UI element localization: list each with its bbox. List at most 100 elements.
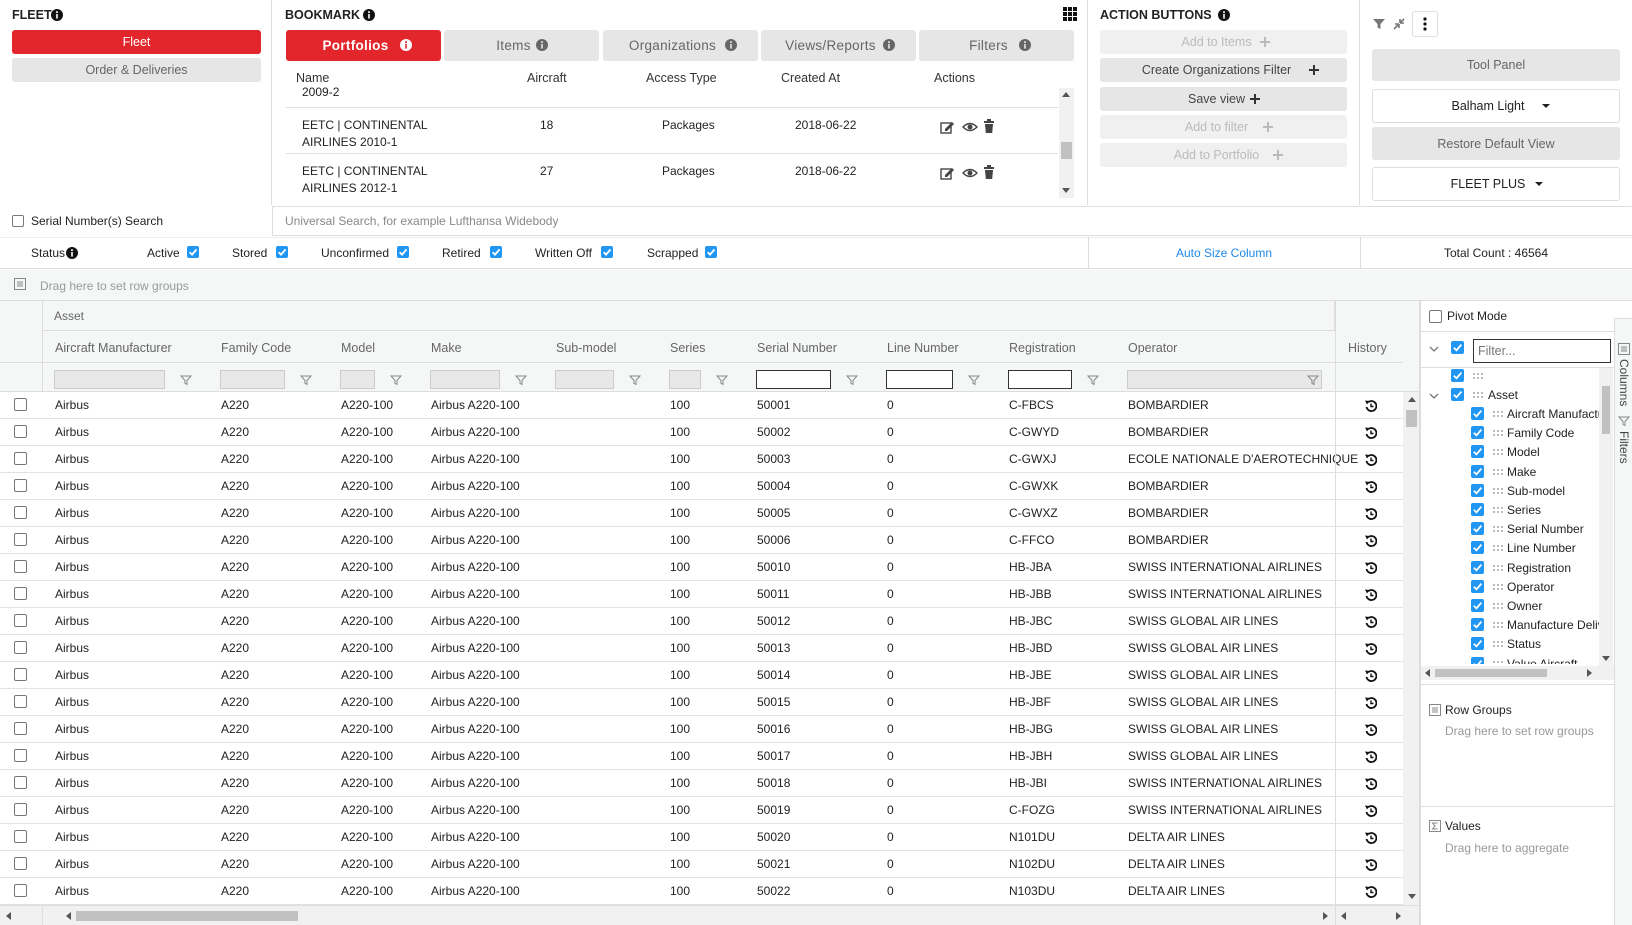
column-header[interactable]: Aircraft Manufacturer <box>55 341 172 355</box>
side-button[interactable]: FLEET PLUS <box>1372 167 1620 201</box>
tree-item[interactable]: Line Number <box>1507 541 1576 556</box>
edit-icon[interactable] <box>940 166 955 180</box>
filter-input[interactable] <box>340 370 375 389</box>
filter-icon[interactable] <box>968 374 980 386</box>
action-button[interactable]: Create Organizations Filter <box>1100 58 1347 82</box>
scroll-left[interactable] <box>5 912 12 920</box>
filter-icon[interactable] <box>846 374 858 386</box>
history-icon[interactable] <box>1364 669 1377 682</box>
side-tab-label[interactable]: Filters <box>1617 431 1631 464</box>
side-tab[interactable]: Filters <box>1617 415 1631 485</box>
history-icon[interactable] <box>1364 615 1377 628</box>
checkbox[interactable] <box>14 425 27 438</box>
filter-input[interactable] <box>1127 370 1322 389</box>
history-icon[interactable] <box>1364 642 1377 655</box>
checkbox[interactable] <box>1429 310 1442 323</box>
checkbox[interactable] <box>1451 341 1464 354</box>
filter-icon[interactable] <box>716 374 728 386</box>
column-header[interactable]: Model <box>341 341 376 355</box>
history-icon[interactable] <box>1364 858 1377 871</box>
side-button[interactable]: Tool Panel <box>1372 49 1620 81</box>
checkbox[interactable] <box>1471 407 1484 420</box>
column-header[interactable]: Serial Number <box>757 341 837 355</box>
tree-item[interactable]: Manufacture Deliv <box>1507 618 1604 633</box>
scroll-right[interactable] <box>1322 912 1329 920</box>
checkbox[interactable] <box>1451 388 1464 401</box>
filter-input[interactable] <box>555 370 614 389</box>
checkbox[interactable] <box>1471 483 1484 497</box>
side-tab[interactable]: Columns <box>1617 343 1631 413</box>
side-button[interactable]: Restore Default View <box>1372 127 1620 160</box>
checkbox[interactable] <box>14 506 27 519</box>
side-button[interactable]: Balham Light <box>1372 89 1620 123</box>
checkbox[interactable] <box>1471 503 1484 516</box>
filter-icon[interactable] <box>515 374 527 386</box>
tree-item[interactable]: Status <box>1507 637 1542 652</box>
checkbox[interactable] <box>490 246 502 258</box>
delete-icon[interactable] <box>983 119 995 133</box>
checkbox[interactable] <box>14 830 27 843</box>
scroll-down[interactable] <box>1408 893 1416 900</box>
filter-input[interactable] <box>886 370 953 389</box>
chevron[interactable] <box>1429 345 1439 353</box>
view-icon[interactable] <box>962 120 978 134</box>
scroll-left[interactable] <box>1424 669 1431 677</box>
tree-item[interactable]: Series <box>1507 503 1542 517</box>
grid-icon[interactable] <box>1063 7 1077 21</box>
history-icon[interactable] <box>1364 534 1377 547</box>
filter-input[interactable] <box>1473 339 1611 363</box>
history-icon[interactable] <box>1364 399 1377 412</box>
checkbox[interactable] <box>1471 560 1484 574</box>
checkbox[interactable] <box>1471 426 1484 440</box>
fleet-button[interactable]: Order & Deliveries <box>12 58 261 82</box>
filter-input[interactable] <box>220 370 285 389</box>
checkbox[interactable] <box>14 587 27 600</box>
tree-item[interactable]: Model <box>1507 445 1540 460</box>
side-tab-label[interactable]: Columns <box>1617 359 1631 407</box>
scroll-right[interactable] <box>1395 912 1402 920</box>
history-icon[interactable] <box>1364 696 1377 709</box>
bookmark-tab[interactable]: Portfolios <box>286 30 441 61</box>
tree-item[interactable]: Family Code <box>1507 426 1575 441</box>
history-icon[interactable] <box>1364 804 1377 817</box>
column-header[interactable]: Operator <box>1128 341 1178 355</box>
tree-item[interactable]: Make <box>1507 464 1537 479</box>
checkbox[interactable] <box>1471 618 1484 632</box>
filter-icon[interactable] <box>1087 374 1099 386</box>
column-header[interactable]: Registration <box>1009 341 1076 355</box>
filter-input[interactable] <box>1008 370 1072 389</box>
checkbox[interactable] <box>1471 579 1484 593</box>
scroll-right[interactable] <box>1586 669 1593 677</box>
checkbox[interactable] <box>14 479 27 492</box>
collapse-icon[interactable] <box>1392 17 1406 31</box>
checkbox[interactable] <box>14 641 27 654</box>
checkbox[interactable] <box>1471 599 1484 612</box>
chevron[interactable] <box>1429 392 1439 400</box>
checkbox[interactable] <box>14 452 27 465</box>
filter-icon[interactable] <box>390 374 402 386</box>
history-icon[interactable] <box>1364 885 1377 898</box>
checkbox[interactable] <box>14 398 27 411</box>
scroll-down[interactable] <box>1602 655 1610 662</box>
checkbox[interactable] <box>187 246 199 258</box>
checkbox[interactable] <box>397 246 409 258</box>
history-icon[interactable] <box>1364 777 1377 790</box>
delete-icon[interactable] <box>983 165 995 179</box>
filter-icon[interactable] <box>300 374 312 386</box>
filter-icon[interactable] <box>180 374 192 386</box>
checkbox[interactable] <box>1471 464 1484 478</box>
history-icon[interactable] <box>1364 480 1377 493</box>
checkbox[interactable] <box>1451 369 1464 382</box>
history-icon[interactable] <box>1364 453 1377 466</box>
filter-icon[interactable] <box>1372 17 1386 31</box>
scroll-left[interactable] <box>1340 912 1347 920</box>
checkbox[interactable] <box>1471 541 1484 555</box>
column-header[interactable]: Line Number <box>887 341 959 355</box>
bookmark-tab[interactable]: Filters <box>919 30 1074 61</box>
checkbox[interactable] <box>14 533 27 546</box>
menu-button[interactable] <box>1412 11 1438 37</box>
tree-item[interactable]: Owner <box>1507 599 1543 613</box>
history-icon[interactable] <box>1364 561 1377 574</box>
checkbox[interactable] <box>14 668 27 681</box>
filter-icon[interactable] <box>629 374 641 386</box>
